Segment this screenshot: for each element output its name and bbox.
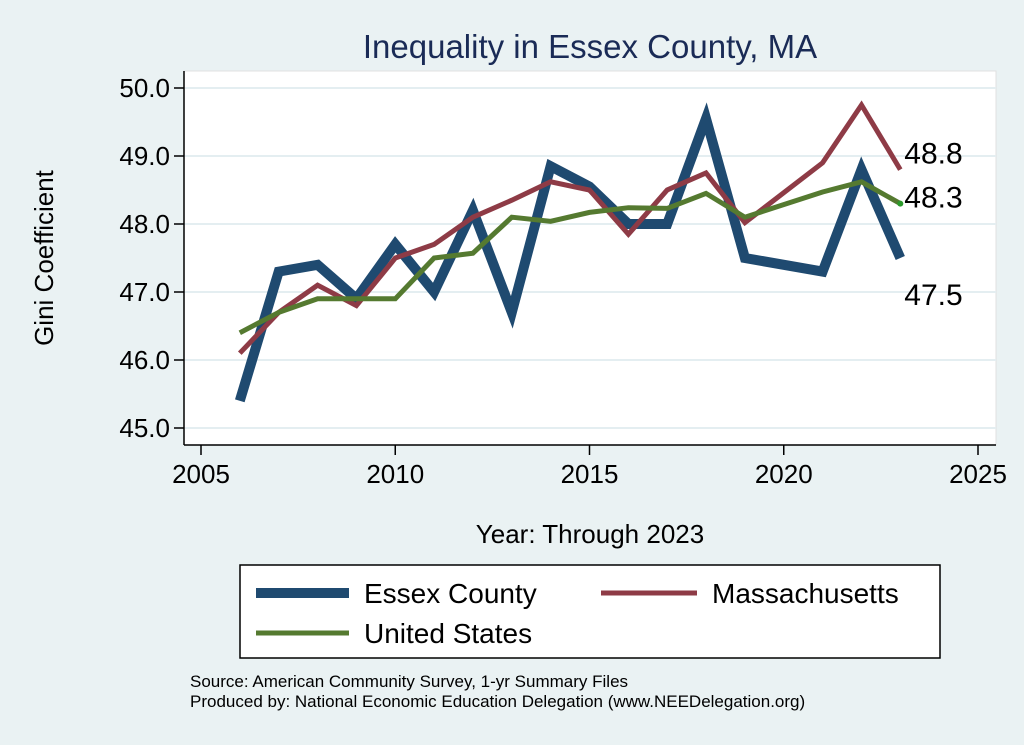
x-tick-label: 2025 bbox=[949, 459, 1007, 489]
legend-label-massachusetts: Massachusetts bbox=[712, 578, 899, 609]
y-tick-label: 47.0 bbox=[119, 277, 170, 307]
x-tick-label: 2010 bbox=[366, 459, 424, 489]
y-tick-label: 50.0 bbox=[119, 73, 170, 103]
plot-area bbox=[183, 70, 997, 446]
axes: 45.0 46.0 47.0 48.0 49.0 50.0 2005 2010 2015 2020… bbox=[119, 71, 1007, 489]
x-tick-label: 2020 bbox=[755, 459, 813, 489]
x-tick-label: 2005 bbox=[172, 459, 230, 489]
end-labels: 47.5 48.8 48.3 bbox=[904, 138, 962, 312]
x-tick-label: 2015 bbox=[561, 459, 619, 489]
legend: Essex County Massachusetts United States bbox=[239, 564, 941, 659]
series-line-united-states bbox=[238, 179, 902, 336]
grid bbox=[184, 87, 996, 429]
legend-box bbox=[239, 564, 941, 659]
y-tick-label: 49.0 bbox=[119, 141, 170, 171]
end-point-united-states bbox=[897, 200, 904, 207]
y-tick-label: 45.0 bbox=[119, 413, 170, 443]
series-line-essex-county bbox=[235, 102, 905, 403]
chart-title: Inequality in Essex County, MA bbox=[363, 28, 817, 65]
end-label-united-states: 48.3 bbox=[904, 182, 962, 215]
x-axis-label: Year: Through 2023 bbox=[476, 519, 704, 549]
source-line-1: Source: American Community Survey, 1-yr … bbox=[190, 672, 628, 691]
end-label-essex-county: 47.5 bbox=[904, 279, 962, 312]
y-tick-label: 46.0 bbox=[119, 345, 170, 375]
y-axis-label: Gini Coefficient bbox=[29, 169, 59, 346]
legend-label-united-states: United States bbox=[364, 618, 532, 649]
end-label-massachusetts: 48.8 bbox=[904, 138, 962, 171]
legend-label-essex-county: Essex County bbox=[364, 578, 537, 609]
source-line-2: Produced by: National Economic Education… bbox=[190, 692, 805, 711]
y-tick-label: 48.0 bbox=[119, 209, 170, 239]
series-lines bbox=[235, 100, 905, 403]
